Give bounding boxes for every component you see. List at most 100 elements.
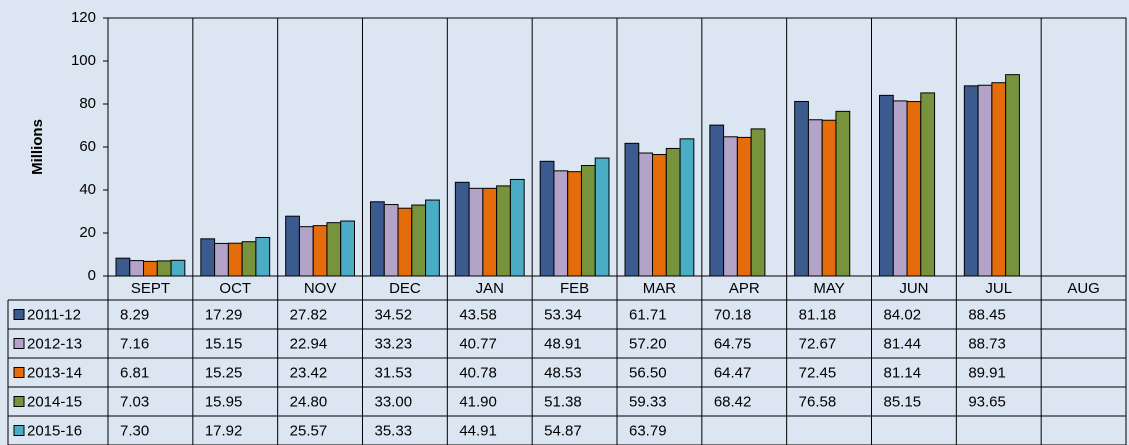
table-cell: 34.52	[375, 306, 413, 323]
bar	[312, 225, 328, 277]
bar	[624, 142, 640, 277]
y-tick-label: 120	[71, 9, 96, 26]
bar	[115, 257, 131, 277]
table-cell: 7.30	[120, 422, 149, 439]
bar	[397, 207, 413, 277]
bar	[920, 92, 936, 277]
table-cell: 53.34	[544, 306, 582, 323]
table-cell: 23.42	[290, 364, 328, 381]
bar	[255, 236, 271, 277]
bar	[906, 101, 922, 277]
table-cell: 33.23	[375, 335, 413, 352]
bar	[977, 84, 993, 277]
table-cell: 88.73	[968, 335, 1006, 352]
bar	[143, 260, 158, 277]
table-cell: 8.29	[120, 306, 149, 323]
legend-swatch	[13, 338, 25, 349]
table-cell: 85.15	[884, 393, 922, 410]
table-cell: 48.53	[544, 364, 582, 381]
table-cell: 72.67	[799, 335, 837, 352]
table-cell: 81.18	[799, 306, 837, 323]
table-cell: 15.15	[205, 335, 243, 352]
x-tick-label: JUL	[985, 280, 1012, 297]
bar	[638, 152, 654, 277]
bar	[553, 170, 569, 277]
table-cell: 7.16	[120, 335, 149, 352]
table-cell: 51.38	[544, 393, 582, 410]
bar	[750, 128, 766, 277]
table-cell: 17.29	[205, 306, 243, 323]
bar	[298, 226, 314, 277]
table-cell: 6.81	[120, 364, 149, 381]
bar	[879, 94, 894, 277]
table-cell: 84.02	[884, 306, 922, 323]
x-tick-label: APR	[729, 280, 760, 297]
bar	[835, 110, 851, 277]
table-cell: 15.25	[205, 364, 243, 381]
table-cell: 89.91	[968, 364, 1006, 381]
bar	[991, 82, 1007, 277]
legend-label: 2011-12	[27, 306, 81, 323]
bar	[709, 124, 725, 277]
bar	[1005, 74, 1020, 277]
bar	[723, 136, 738, 277]
legend-label: 2013-14	[27, 364, 82, 381]
bar	[241, 241, 257, 277]
table-cell: 31.53	[375, 364, 413, 381]
x-tick-label: OCT	[219, 280, 251, 297]
table-cell: 56.50	[629, 364, 667, 381]
table-cell: 81.44	[884, 335, 922, 352]
bar	[326, 222, 342, 277]
bar	[821, 119, 837, 277]
table-cell: 7.03	[120, 393, 149, 410]
bar	[539, 160, 555, 277]
bar	[370, 201, 385, 277]
x-tick-label: AUG	[1067, 280, 1100, 297]
bar	[129, 260, 145, 277]
table-cell: 93.65	[968, 393, 1006, 410]
bar	[509, 178, 525, 277]
x-tick-label: JUN	[899, 280, 928, 297]
legend-swatch	[13, 309, 25, 320]
bar	[468, 187, 484, 277]
bar	[200, 238, 216, 277]
table-cell: 40.78	[459, 364, 497, 381]
bar	[963, 85, 979, 277]
table-cell: 57.20	[629, 335, 667, 352]
bar	[807, 119, 823, 277]
bar	[892, 100, 908, 277]
x-tick-label: MAR	[643, 280, 677, 297]
legend-swatch	[13, 396, 25, 407]
bar	[652, 154, 667, 277]
bar	[679, 138, 695, 277]
x-tick-label: DEC	[389, 280, 421, 297]
table-cell: 25.57	[290, 422, 328, 439]
table-cell: 17.92	[205, 422, 243, 439]
legend-label: 2012-13	[27, 335, 82, 352]
bar	[156, 260, 172, 277]
legend-label: 2014-15	[27, 393, 82, 410]
table-cell: 22.94	[290, 335, 328, 352]
table-cell: 88.45	[968, 306, 1006, 323]
bar	[580, 165, 596, 277]
table-cell: 63.79	[629, 422, 667, 439]
y-tick-label: 0	[88, 267, 96, 284]
table-cell: 64.75	[714, 335, 752, 352]
table-cell: 33.00	[375, 393, 413, 410]
x-tick-label: SEPT	[131, 280, 170, 297]
table-cell: 35.33	[375, 422, 413, 439]
x-tick-label: FEB	[560, 280, 589, 297]
bar	[425, 199, 440, 277]
table-cell: 43.58	[459, 306, 497, 323]
bar	[170, 259, 186, 277]
x-tick-label: MAY	[813, 280, 844, 297]
x-tick-label: NOV	[304, 280, 337, 297]
bar	[736, 136, 752, 277]
bar	[383, 204, 399, 277]
bar	[567, 171, 582, 277]
table-cell: 41.90	[459, 393, 497, 410]
bar	[794, 100, 809, 277]
y-tick-label: 40	[79, 181, 96, 198]
bar	[340, 220, 356, 277]
